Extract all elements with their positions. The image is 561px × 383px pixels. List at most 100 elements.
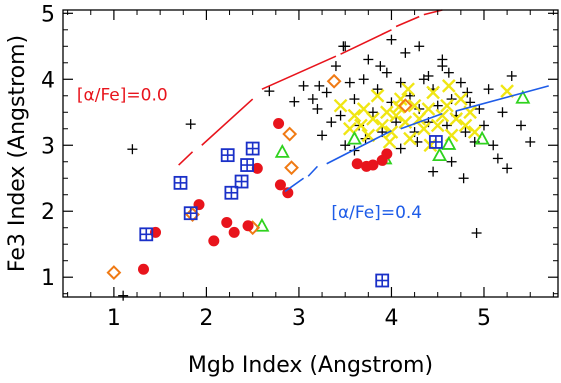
plus-marker <box>474 103 485 114</box>
alpha-fe-04-line-segment <box>307 165 319 177</box>
y-tick-label: 2 <box>41 200 55 225</box>
alpha-fe-04-line-segment <box>326 130 392 165</box>
plus-marker <box>349 94 360 105</box>
filled-circle-marker <box>381 148 393 160</box>
alpha-fe-04-annotation: [α/Fe]=0.4 <box>331 203 422 223</box>
alpha-fe-0-line-segment <box>261 55 337 90</box>
open-diamond-marker <box>106 265 122 281</box>
x-cross-marker <box>401 82 415 97</box>
plus-marker <box>372 84 383 95</box>
plus-marker <box>289 96 300 107</box>
plus-marker <box>185 119 196 130</box>
plus-marker <box>460 127 471 138</box>
filled-circle-marker <box>367 159 379 171</box>
plus-marker <box>375 61 386 72</box>
plus-marker <box>298 80 309 91</box>
plus-marker <box>363 54 374 65</box>
x-cross-marker <box>403 131 417 146</box>
open-diamond-marker <box>397 98 413 114</box>
plus-marker <box>314 80 325 91</box>
plot-frame <box>62 9 559 298</box>
plus-marker <box>118 290 129 301</box>
plus-marker <box>462 87 473 98</box>
y-tick-label: 3 <box>41 134 55 159</box>
boxed-plus-marker <box>375 273 390 288</box>
boxed-plus-marker <box>428 135 443 149</box>
x-tick-label: 1 <box>107 306 121 331</box>
boxed-plus-marker <box>183 206 198 221</box>
plus-marker <box>428 166 439 177</box>
alpha-fe-0-annotation: [α/Fe]=0.0 <box>77 85 168 105</box>
y-tick-label: 5 <box>41 2 55 27</box>
open-diamond-marker <box>326 73 342 89</box>
plus-marker <box>446 156 457 167</box>
x-cross-marker <box>449 112 464 126</box>
x-cross-marker <box>500 84 514 99</box>
x-cross-marker <box>440 98 454 113</box>
filled-circle-marker <box>251 162 263 174</box>
boxed-plus-marker <box>245 141 260 156</box>
plus-marker <box>441 120 452 131</box>
plus-marker <box>497 107 508 118</box>
plus-marker <box>386 34 397 45</box>
alpha-fe-04-line-segment <box>284 177 305 193</box>
alpha-fe-0-line-segment <box>340 29 392 55</box>
plus-marker <box>317 130 328 141</box>
x-cross-marker <box>407 98 422 113</box>
alpha-fe-04-line-segment <box>400 112 443 130</box>
plus-marker <box>488 140 499 151</box>
x-cross-marker <box>441 79 456 93</box>
plus-marker <box>465 97 476 108</box>
open-triangle-marker <box>474 130 490 145</box>
open-triangle-marker <box>432 147 448 162</box>
plus-marker <box>367 107 378 118</box>
boxed-plus-marker <box>139 227 154 242</box>
plus-marker <box>400 47 411 58</box>
x-cross-marker <box>382 135 397 149</box>
alpha-fe-0-line-segment <box>201 98 254 146</box>
plus-marker <box>458 173 469 184</box>
x-tick-label: 4 <box>384 306 398 331</box>
plus-marker <box>414 41 425 52</box>
filled-circle-marker <box>282 187 294 199</box>
filled-circle-marker <box>228 226 240 238</box>
filled-circle-marker <box>208 235 220 247</box>
x-tick-label: 3 <box>292 306 306 331</box>
plus-marker <box>391 117 402 128</box>
y-tick-label: 1 <box>41 266 55 291</box>
x-cross-marker <box>430 118 445 133</box>
boxed-plus-marker <box>173 175 188 190</box>
x-cross-marker <box>361 128 376 143</box>
plus-marker <box>335 110 346 121</box>
boxed-plus-marker <box>234 174 249 189</box>
x-cross-marker <box>389 108 403 123</box>
alpha-fe-04-line-segment <box>456 85 549 112</box>
plus-marker <box>127 144 138 155</box>
boxed-plus-marker <box>240 158 255 172</box>
x-cross-marker <box>416 121 431 136</box>
open-triangle-marker <box>515 89 531 104</box>
x-tick-label: 2 <box>199 306 213 331</box>
x-cross-marker <box>379 105 394 120</box>
open-triangle-marker <box>254 217 270 232</box>
plus-marker <box>330 61 341 72</box>
y-tick-label: 4 <box>41 68 55 93</box>
filled-circle-marker <box>193 199 205 211</box>
plus-marker <box>312 103 323 114</box>
plus-marker <box>502 163 513 174</box>
alpha-fe-0-line-segment <box>395 15 420 28</box>
x-cross-marker <box>458 118 473 133</box>
open-diamond-marker <box>284 160 299 176</box>
open-triangle-marker <box>441 136 457 150</box>
plus-marker <box>492 153 503 164</box>
plus-marker <box>381 67 392 78</box>
x-cross-marker <box>375 118 390 133</box>
x-cross-marker <box>333 98 348 113</box>
x-cross-marker <box>426 85 440 100</box>
plus-marker <box>264 86 275 97</box>
plus-marker <box>344 77 355 88</box>
filled-circle-marker <box>137 263 149 275</box>
plus-marker <box>506 70 517 81</box>
x-tick-label: 5 <box>477 306 491 331</box>
